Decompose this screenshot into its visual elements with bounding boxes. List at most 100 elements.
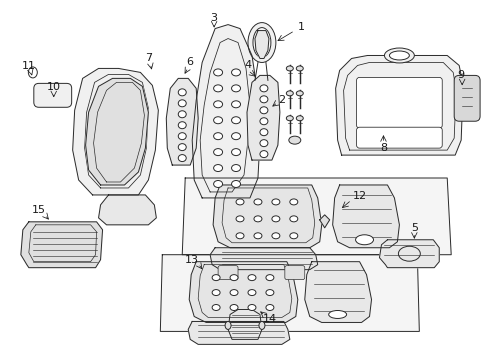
Text: 3: 3 bbox=[211, 13, 218, 23]
Polygon shape bbox=[319, 215, 330, 228]
Polygon shape bbox=[192, 24, 260, 198]
Ellipse shape bbox=[214, 180, 222, 188]
Polygon shape bbox=[166, 78, 198, 165]
Ellipse shape bbox=[232, 85, 241, 92]
Polygon shape bbox=[189, 262, 298, 323]
Polygon shape bbox=[213, 185, 322, 248]
Polygon shape bbox=[21, 222, 102, 268]
Ellipse shape bbox=[214, 101, 222, 108]
Ellipse shape bbox=[214, 69, 222, 76]
Ellipse shape bbox=[254, 233, 262, 239]
Text: 5: 5 bbox=[411, 223, 418, 233]
Text: 7: 7 bbox=[145, 54, 152, 63]
Polygon shape bbox=[182, 178, 451, 255]
Ellipse shape bbox=[286, 91, 294, 96]
Ellipse shape bbox=[290, 199, 298, 205]
Ellipse shape bbox=[248, 305, 256, 310]
Ellipse shape bbox=[178, 89, 186, 96]
Ellipse shape bbox=[286, 116, 294, 121]
Ellipse shape bbox=[248, 275, 256, 280]
Polygon shape bbox=[333, 185, 399, 248]
Ellipse shape bbox=[178, 133, 186, 140]
Text: 10: 10 bbox=[47, 82, 61, 93]
Polygon shape bbox=[255, 31, 269, 58]
Ellipse shape bbox=[286, 66, 294, 71]
Ellipse shape bbox=[232, 149, 241, 156]
Ellipse shape bbox=[232, 69, 241, 76]
Ellipse shape bbox=[390, 51, 409, 60]
Ellipse shape bbox=[260, 118, 268, 125]
Ellipse shape bbox=[260, 129, 268, 136]
Ellipse shape bbox=[356, 235, 373, 245]
Ellipse shape bbox=[254, 216, 262, 222]
Ellipse shape bbox=[212, 289, 220, 296]
Ellipse shape bbox=[178, 111, 186, 118]
Ellipse shape bbox=[253, 28, 271, 58]
Ellipse shape bbox=[296, 116, 303, 121]
Ellipse shape bbox=[232, 133, 241, 140]
Ellipse shape bbox=[232, 101, 241, 108]
FancyBboxPatch shape bbox=[34, 84, 72, 107]
Text: 9: 9 bbox=[458, 71, 465, 80]
Text: 14: 14 bbox=[263, 314, 277, 324]
Ellipse shape bbox=[214, 165, 222, 171]
Ellipse shape bbox=[214, 149, 222, 156]
Ellipse shape bbox=[248, 23, 276, 62]
Ellipse shape bbox=[232, 180, 241, 188]
Ellipse shape bbox=[214, 85, 222, 92]
Ellipse shape bbox=[232, 165, 241, 171]
Ellipse shape bbox=[212, 275, 220, 280]
Text: 8: 8 bbox=[380, 143, 387, 153]
FancyBboxPatch shape bbox=[357, 127, 442, 148]
Ellipse shape bbox=[236, 216, 244, 222]
Polygon shape bbox=[210, 248, 318, 270]
Ellipse shape bbox=[254, 199, 262, 205]
Polygon shape bbox=[160, 255, 419, 332]
Polygon shape bbox=[228, 310, 262, 339]
Text: 12: 12 bbox=[352, 191, 367, 201]
Ellipse shape bbox=[178, 154, 186, 162]
Text: 11: 11 bbox=[22, 62, 36, 71]
Ellipse shape bbox=[385, 48, 415, 63]
Polygon shape bbox=[247, 75, 280, 160]
Ellipse shape bbox=[260, 150, 268, 158]
Ellipse shape bbox=[214, 117, 222, 124]
Ellipse shape bbox=[296, 91, 303, 96]
Ellipse shape bbox=[266, 275, 274, 280]
Ellipse shape bbox=[212, 305, 220, 310]
Ellipse shape bbox=[290, 216, 298, 222]
FancyBboxPatch shape bbox=[285, 266, 305, 280]
Ellipse shape bbox=[290, 233, 298, 239]
Ellipse shape bbox=[178, 144, 186, 150]
Ellipse shape bbox=[230, 305, 238, 310]
Ellipse shape bbox=[236, 233, 244, 239]
FancyBboxPatch shape bbox=[357, 77, 442, 128]
Ellipse shape bbox=[296, 66, 303, 71]
Ellipse shape bbox=[260, 85, 268, 92]
Ellipse shape bbox=[178, 122, 186, 129]
Ellipse shape bbox=[248, 289, 256, 296]
Ellipse shape bbox=[329, 310, 346, 319]
Ellipse shape bbox=[232, 117, 241, 124]
Ellipse shape bbox=[214, 133, 222, 140]
Ellipse shape bbox=[230, 275, 238, 280]
Ellipse shape bbox=[259, 321, 265, 329]
Polygon shape bbox=[98, 195, 156, 225]
Ellipse shape bbox=[260, 96, 268, 103]
Text: 15: 15 bbox=[32, 205, 46, 215]
Polygon shape bbox=[188, 321, 290, 345]
Ellipse shape bbox=[266, 289, 274, 296]
Text: 13: 13 bbox=[185, 255, 199, 265]
Ellipse shape bbox=[272, 216, 280, 222]
Text: 6: 6 bbox=[187, 58, 194, 67]
Ellipse shape bbox=[260, 107, 268, 114]
Polygon shape bbox=[73, 68, 158, 195]
Ellipse shape bbox=[178, 100, 186, 107]
FancyBboxPatch shape bbox=[454, 75, 480, 121]
Text: 1: 1 bbox=[298, 22, 305, 32]
Text: 4: 4 bbox=[245, 60, 251, 71]
Ellipse shape bbox=[289, 136, 301, 144]
Polygon shape bbox=[336, 55, 463, 155]
Polygon shape bbox=[379, 240, 439, 268]
Ellipse shape bbox=[272, 199, 280, 205]
